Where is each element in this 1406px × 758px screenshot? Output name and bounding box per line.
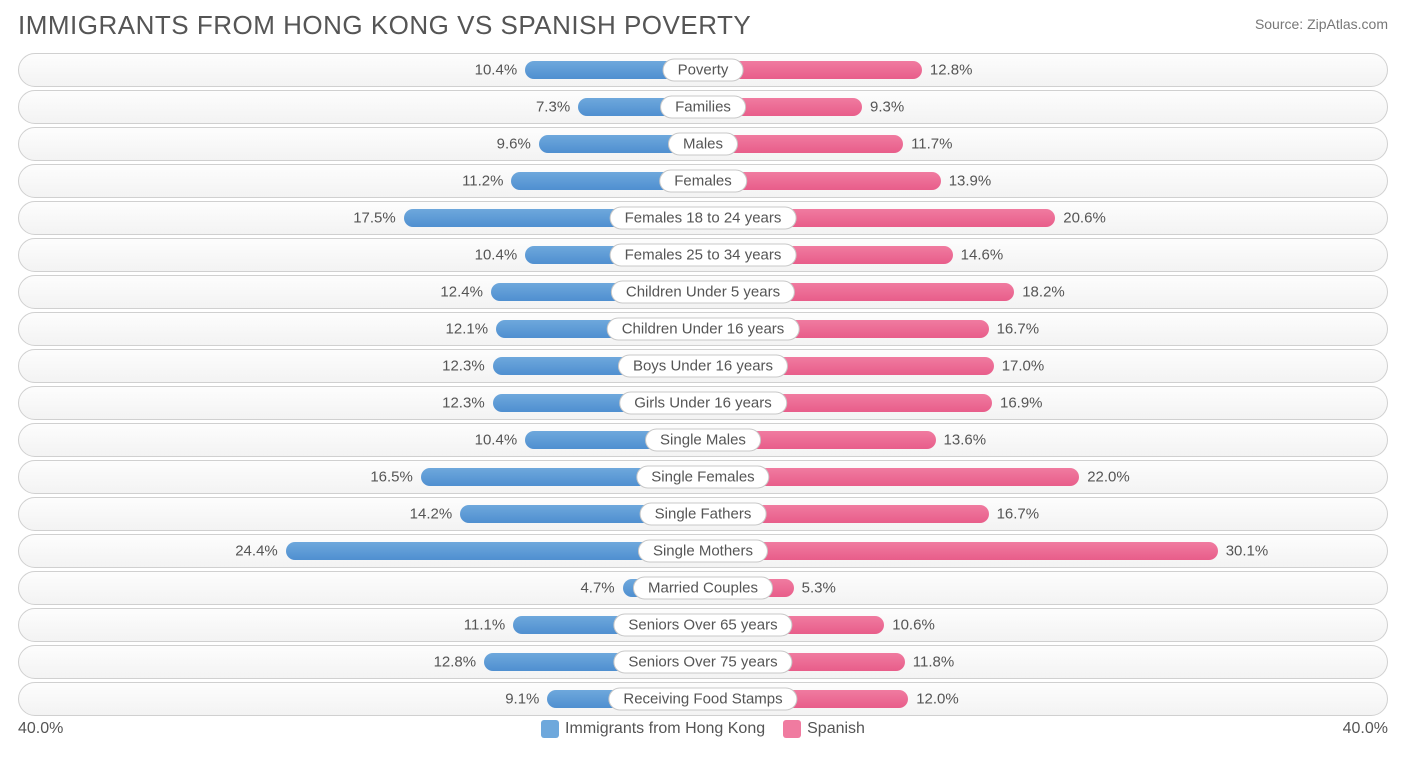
value-label-right: 13.6% — [944, 432, 987, 449]
value-label-left: 4.7% — [580, 580, 614, 597]
value-label-left: 12.4% — [440, 284, 483, 301]
chart-row: 12.3% 17.0% Boys Under 16 years — [18, 349, 1388, 383]
chart-row: 4.7% 5.3% Married Couples — [18, 571, 1388, 605]
axis-row: 40.0% Immigrants from Hong Kong Spanish … — [18, 720, 1388, 738]
value-label-right: 11.8% — [913, 654, 954, 671]
category-pill: Boys Under 16 years — [618, 355, 788, 378]
source-attribution: Source: ZipAtlas.com — [1255, 10, 1388, 32]
value-label-left: 17.5% — [353, 210, 396, 227]
value-label-left: 10.4% — [475, 247, 518, 264]
chart-row: 7.3% 9.3% Families — [18, 90, 1388, 124]
category-pill: Receiving Food Stamps — [608, 688, 797, 711]
category-pill: Married Couples — [633, 577, 773, 600]
value-label-right: 13.9% — [949, 173, 992, 190]
legend-swatch-left — [541, 720, 559, 738]
value-label-right: 16.7% — [997, 506, 1040, 523]
value-label-left: 9.1% — [505, 691, 539, 708]
value-label-right: 18.2% — [1022, 284, 1065, 301]
value-label-left: 14.2% — [410, 506, 453, 523]
axis-left-max: 40.0% — [18, 720, 63, 738]
value-label-left: 11.1% — [464, 617, 505, 634]
category-pill: Children Under 16 years — [607, 318, 800, 341]
chart-area: 10.4% 12.8% Poverty 7.3% 9.3% Families 9.6% 11.… — [18, 53, 1388, 716]
axis-right-max: 40.0% — [1343, 720, 1388, 738]
value-label-left: 9.6% — [497, 136, 531, 153]
category-pill: Females 25 to 34 years — [610, 244, 797, 267]
category-pill: Single Males — [645, 429, 761, 452]
value-label-left: 7.3% — [536, 99, 570, 116]
category-pill: Families — [660, 96, 746, 119]
category-pill: Seniors Over 75 years — [613, 651, 792, 674]
category-pill: Seniors Over 65 years — [613, 614, 792, 637]
value-label-left: 24.4% — [235, 543, 278, 560]
value-label-right: 5.3% — [802, 580, 836, 597]
chart-row: 9.6% 11.7% Males — [18, 127, 1388, 161]
value-label-right: 30.1% — [1226, 543, 1269, 560]
category-pill: Females 18 to 24 years — [610, 207, 797, 230]
category-pill: Single Females — [636, 466, 769, 489]
value-label-right: 20.6% — [1063, 210, 1106, 227]
category-pill: Children Under 5 years — [611, 281, 795, 304]
value-label-left: 10.4% — [475, 62, 518, 79]
legend-item-left: Immigrants from Hong Kong — [541, 720, 765, 738]
chart-row: 12.1% 16.7% Children Under 16 years — [18, 312, 1388, 346]
legend: Immigrants from Hong Kong Spanish — [541, 720, 865, 738]
value-label-right: 10.6% — [892, 617, 935, 634]
chart-row: 24.4% 30.1% Single Mothers — [18, 534, 1388, 568]
value-label-right: 16.9% — [1000, 395, 1043, 412]
chart-title: IMMIGRANTS FROM HONG KONG VS SPANISH POV… — [18, 10, 751, 41]
value-label-left: 12.3% — [442, 395, 485, 412]
value-label-right: 17.0% — [1002, 358, 1045, 375]
category-pill: Females — [659, 170, 747, 193]
value-label-left: 10.4% — [475, 432, 518, 449]
value-label-right: 12.0% — [916, 691, 959, 708]
value-label-right: 9.3% — [870, 99, 904, 116]
value-label-right: 16.7% — [997, 321, 1040, 338]
chart-row: 10.4% 12.8% Poverty — [18, 53, 1388, 87]
value-label-left: 12.8% — [434, 654, 477, 671]
legend-swatch-right — [783, 720, 801, 738]
category-pill: Males — [668, 133, 738, 156]
legend-label-right: Spanish — [807, 720, 865, 738]
value-label-left: 12.1% — [446, 321, 489, 338]
value-label-left: 16.5% — [370, 469, 413, 486]
value-label-left: 11.2% — [462, 173, 503, 190]
chart-container: IMMIGRANTS FROM HONG KONG VS SPANISH POV… — [0, 0, 1406, 758]
chart-row: 9.1% 12.0% Receiving Food Stamps — [18, 682, 1388, 716]
value-label-right: 14.6% — [961, 247, 1004, 264]
chart-row: 12.8% 11.8% Seniors Over 75 years — [18, 645, 1388, 679]
category-pill: Poverty — [663, 59, 744, 82]
chart-row: 11.2% 13.9% Females — [18, 164, 1388, 198]
chart-row: 14.2% 16.7% Single Fathers — [18, 497, 1388, 531]
chart-row: 12.4% 18.2% Children Under 5 years — [18, 275, 1388, 309]
category-pill: Single Fathers — [640, 503, 767, 526]
legend-item-right: Spanish — [783, 720, 865, 738]
chart-row: 10.4% 14.6% Females 25 to 34 years — [18, 238, 1388, 272]
value-label-left: 12.3% — [442, 358, 485, 375]
category-pill: Girls Under 16 years — [619, 392, 787, 415]
chart-row: 17.5% 20.6% Females 18 to 24 years — [18, 201, 1388, 235]
category-pill: Single Mothers — [638, 540, 768, 563]
header-row: IMMIGRANTS FROM HONG KONG VS SPANISH POV… — [18, 10, 1388, 41]
chart-row: 16.5% 22.0% Single Females — [18, 460, 1388, 494]
legend-label-left: Immigrants from Hong Kong — [565, 720, 765, 738]
value-label-right: 12.8% — [930, 62, 973, 79]
chart-row: 12.3% 16.9% Girls Under 16 years — [18, 386, 1388, 420]
chart-row: 10.4% 13.6% Single Males — [18, 423, 1388, 457]
value-label-right: 22.0% — [1087, 469, 1130, 486]
bar-right — [703, 542, 1218, 560]
value-label-right: 11.7% — [911, 136, 952, 153]
chart-row: 11.1% 10.6% Seniors Over 65 years — [18, 608, 1388, 642]
